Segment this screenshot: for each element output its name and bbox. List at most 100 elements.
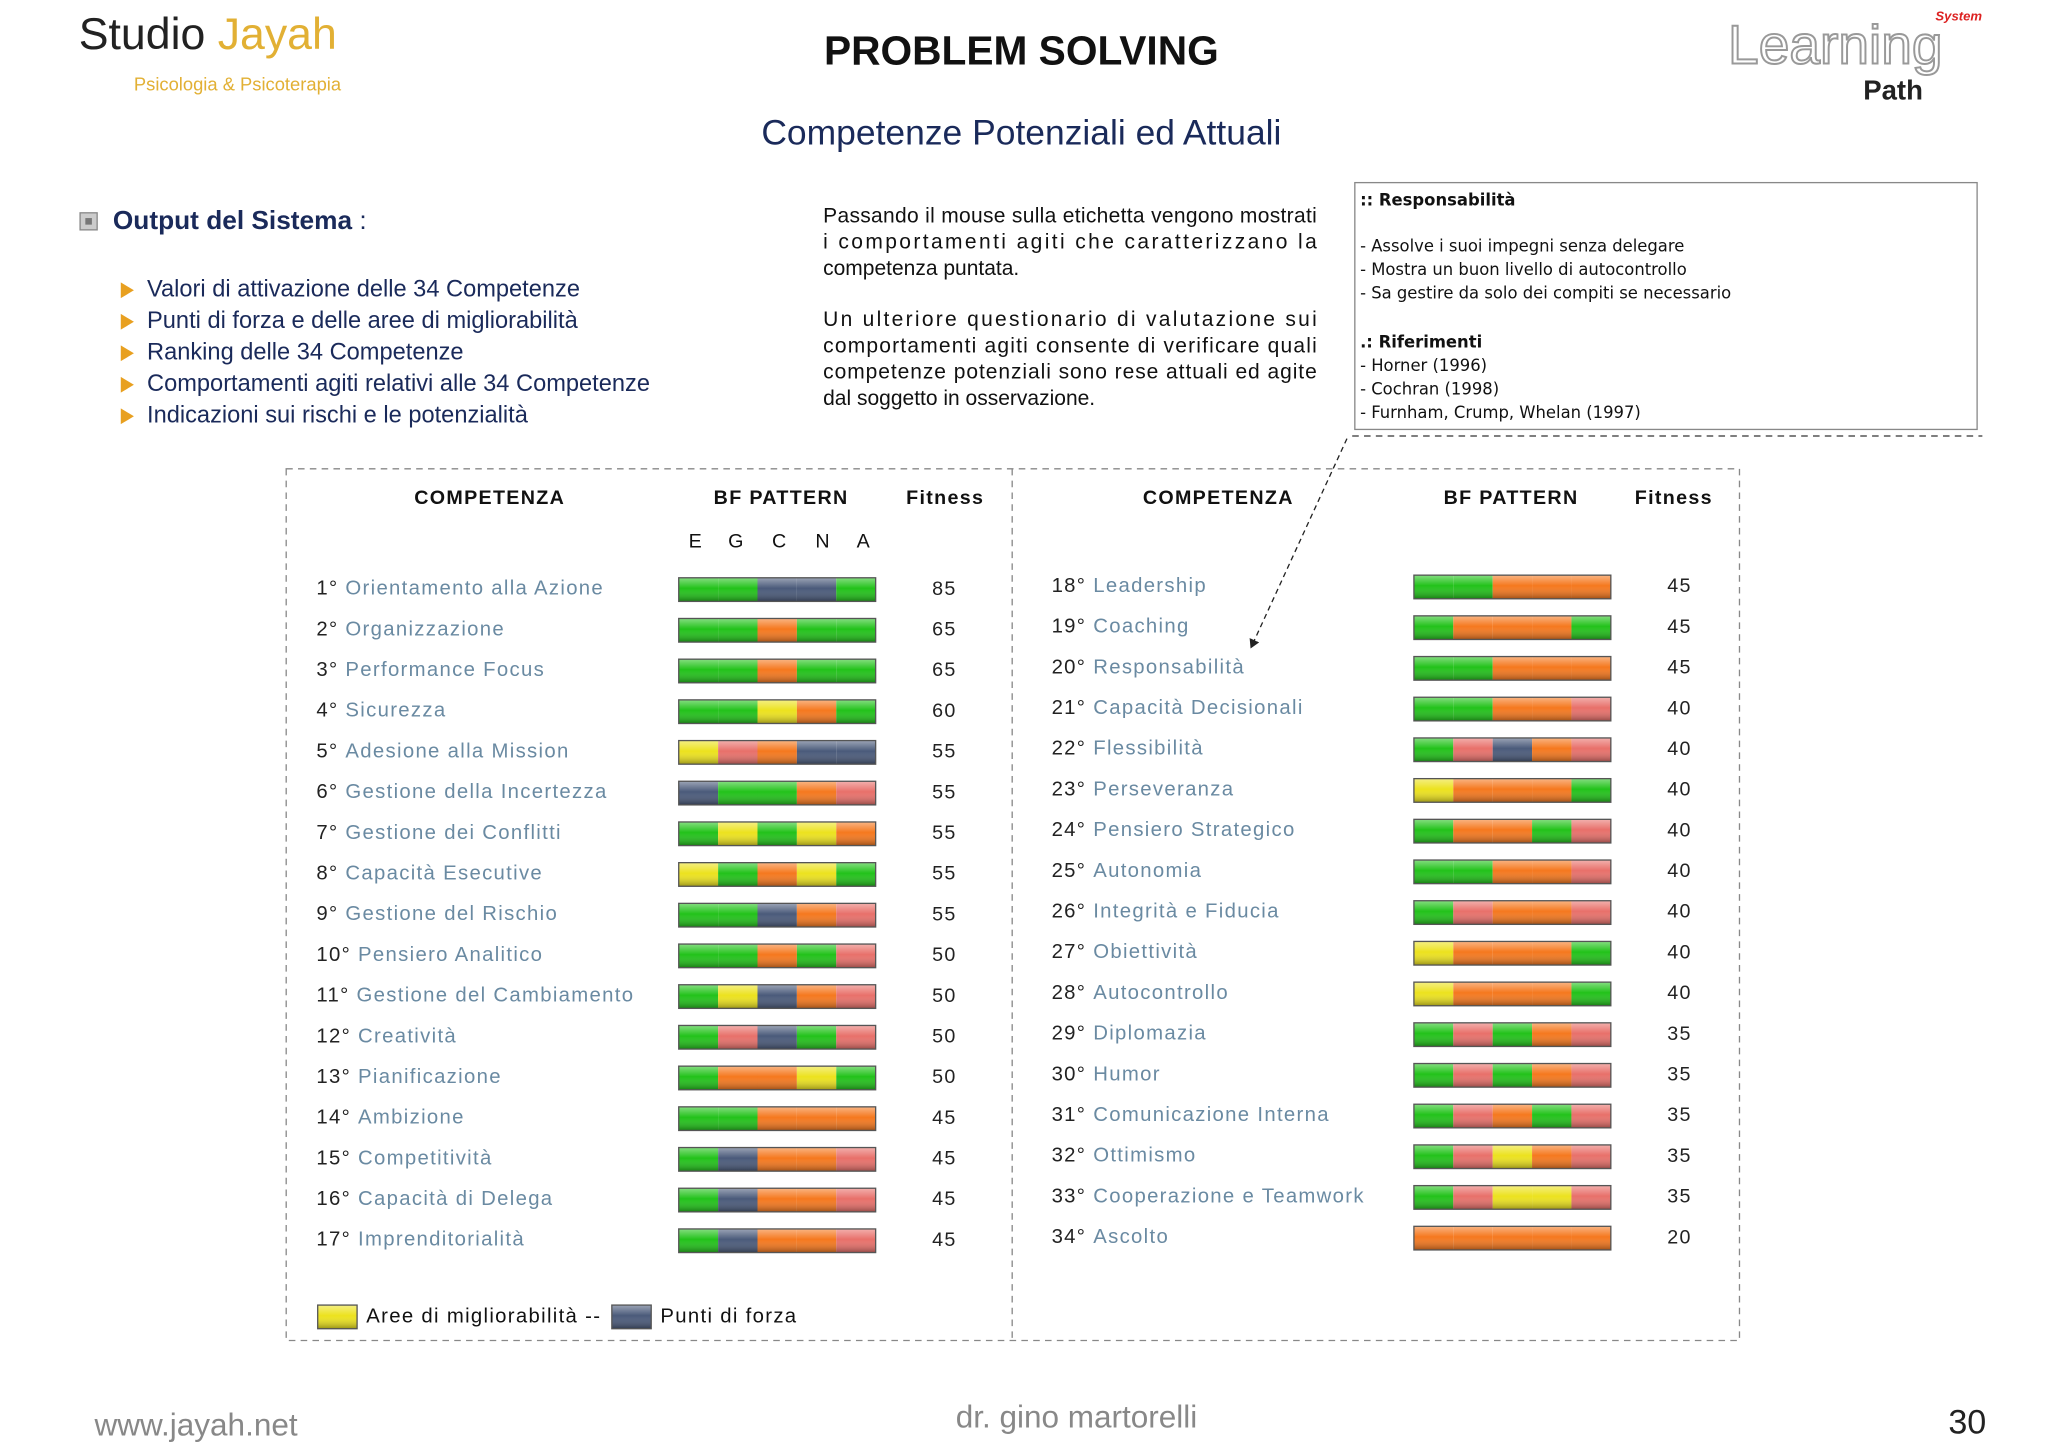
pattern-shine [678, 1188, 876, 1212]
description-line: Passando il mouse sulla etichetta vengon… [823, 204, 1317, 227]
competence: 11° Gestione del Cambiamento [316, 985, 634, 1007]
rank: 8° [316, 863, 338, 885]
competence-name[interactable]: Ascolto [1093, 1227, 1169, 1249]
competence-name[interactable]: Orientamento alla Azione [345, 578, 604, 600]
fitness: 50 [932, 1066, 957, 1088]
intro-heading: Output del Sistema : [113, 205, 367, 235]
column-header: Fitness [906, 487, 984, 509]
competence-name[interactable]: Capacità Decisionali [1093, 697, 1303, 719]
competence-name[interactable]: Performance Focus [345, 659, 545, 681]
competence-name[interactable]: Competitività [358, 1148, 493, 1170]
competence-name[interactable]: Humor [1093, 1064, 1161, 1086]
pattern-border [1413, 1103, 1612, 1129]
pattern-label: G [728, 531, 745, 553]
pattern-border [678, 1024, 877, 1050]
pattern-shine [678, 1228, 876, 1253]
bf-pattern [1413, 777, 1612, 803]
brand: Learning [1728, 13, 1943, 75]
pattern-border [678, 943, 877, 969]
rank: 16° [316, 1188, 351, 1210]
pattern-border [1413, 1225, 1612, 1251]
competence-name[interactable]: Gestione del Rischio [345, 904, 558, 926]
tooltip-line: - Assolve i suoi impegni senza delegare [1360, 236, 1684, 255]
pattern-shine [1413, 1104, 1611, 1128]
pattern-shine [1413, 819, 1611, 843]
tooltip-ref: - Cochran (1998) [1360, 380, 1499, 399]
pattern-border [678, 1187, 877, 1213]
bullet-marker [120, 313, 134, 330]
bf-pattern [1413, 615, 1612, 641]
competence-name[interactable]: Obiettività [1093, 942, 1198, 964]
competence-name[interactable]: Organizzazione [345, 619, 505, 641]
competence-name[interactable]: Responsabilità [1093, 657, 1245, 679]
pattern-label: N [815, 531, 831, 553]
bf-pattern [678, 984, 877, 1010]
pattern-border [1413, 696, 1612, 722]
competence-name[interactable]: Coaching [1093, 616, 1189, 638]
competence-name[interactable]: Sicurezza [345, 700, 446, 722]
pattern-shine [678, 862, 876, 887]
footer-site: www.jayah.net [94, 1406, 298, 1442]
rank: 7° [316, 822, 338, 844]
fitness: 40 [1667, 779, 1692, 801]
competence-name[interactable]: Pensiero Analitico [358, 944, 543, 966]
competence: 13° Pianificazione [316, 1066, 501, 1088]
competence-name[interactable]: Autocontrollo [1093, 982, 1229, 1004]
column-header: COMPETENZA [414, 487, 565, 509]
competence-name[interactable]: Creatività [358, 1026, 457, 1048]
fitness: 40 [1667, 901, 1692, 923]
competence-name[interactable]: Imprenditorialità [358, 1229, 525, 1251]
bf-pattern [1413, 981, 1612, 1007]
competence-name[interactable]: Diplomazia [1093, 1023, 1207, 1045]
competence-name[interactable]: Ambizione [358, 1107, 465, 1129]
pattern-border [1413, 1144, 1612, 1170]
fitness: 50 [932, 944, 957, 966]
subtitle: Competenze Potenziali ed Attuali [761, 113, 1281, 153]
page-number: 30 [1948, 1404, 1986, 1442]
rank: 3° [316, 659, 338, 681]
competence-name[interactable]: Gestione dei Conflitti [345, 822, 561, 844]
competence-name[interactable]: Pianificazione [358, 1066, 502, 1088]
competence-name[interactable]: Ottimismo [1093, 1145, 1196, 1167]
pattern-shine [1413, 656, 1611, 681]
competence-name[interactable]: Flessibilità [1093, 738, 1204, 760]
pattern-border [678, 1106, 877, 1132]
competence-name[interactable]: Leadership [1093, 575, 1207, 597]
competence: 24° Pensiero Strategico [1052, 820, 1296, 842]
bf-pattern [678, 1024, 877, 1050]
fitness: 40 [1667, 860, 1692, 882]
legend-swatch-shine [317, 1304, 358, 1330]
rank: 11° [316, 985, 349, 1007]
fitness: 45 [1667, 657, 1692, 679]
pattern-shine [678, 1147, 876, 1172]
fitness: 45 [932, 1188, 957, 1210]
competence-name[interactable]: Comunicazione Interna [1093, 1104, 1330, 1126]
fitness: 35 [1667, 1145, 1692, 1167]
competence-name[interactable]: Cooperazione e Teamwork [1093, 1186, 1365, 1208]
bullet-marker [120, 282, 134, 299]
competence-name[interactable]: Gestione della Incertezza [345, 781, 607, 803]
competence-name[interactable]: Capacità Esecutive [345, 863, 543, 885]
competence-name[interactable]: Gestione del Cambiamento [357, 985, 635, 1007]
pattern-border [1413, 615, 1612, 641]
bf-pattern [678, 1065, 877, 1091]
pattern-shine [678, 821, 876, 846]
competence-name[interactable]: Autonomia [1093, 860, 1202, 882]
bf-pattern [1413, 1062, 1612, 1088]
competence-name[interactable]: Integrità e Fiducia [1093, 901, 1280, 923]
competence: 15° Competitività [316, 1148, 492, 1170]
competence-name[interactable]: Perseveranza [1093, 779, 1234, 801]
competence-name[interactable]: Pensiero Strategico [1093, 820, 1295, 842]
competence-name[interactable]: Adesione alla Mission [345, 741, 569, 763]
rank: 20° [1052, 657, 1087, 679]
competence-name[interactable]: Capacità di Delega [358, 1188, 553, 1210]
column-header: Fitness [1635, 487, 1713, 509]
pattern-shine [678, 740, 876, 765]
bf-pattern [678, 862, 877, 887]
rank: 1° [316, 578, 338, 600]
pattern-shine [678, 944, 876, 968]
tooltip-arrow [1249, 438, 1348, 649]
pattern-shine [1413, 778, 1611, 803]
